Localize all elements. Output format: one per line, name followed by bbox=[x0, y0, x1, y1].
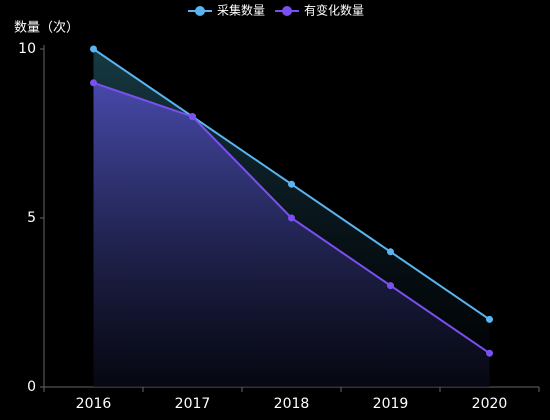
point bbox=[90, 45, 97, 53]
legend-marker bbox=[282, 6, 293, 16]
point bbox=[486, 315, 493, 323]
x-tick-label: 2020 bbox=[472, 396, 508, 412]
x-tick-label: 2018 bbox=[274, 396, 310, 412]
x-tick-label: 2016 bbox=[76, 396, 112, 412]
point bbox=[288, 180, 295, 188]
point bbox=[387, 282, 394, 290]
point bbox=[387, 248, 394, 256]
x-tick-label: 2019 bbox=[373, 396, 409, 412]
point bbox=[288, 214, 295, 222]
y-tick-label: 5 bbox=[27, 210, 36, 226]
y-tick-label: 0 bbox=[27, 379, 36, 395]
point bbox=[90, 79, 97, 87]
legend-label: 有变化数量 bbox=[304, 3, 364, 18]
area bbox=[93, 82, 490, 388]
point bbox=[189, 113, 196, 121]
point bbox=[486, 349, 493, 357]
y-tick-label: 10 bbox=[18, 41, 36, 57]
legend-label: 采集数量 bbox=[217, 3, 265, 18]
legend-marker bbox=[195, 6, 205, 16]
x-tick-label: 2017 bbox=[175, 396, 211, 412]
y-axis-title: 数量（次） bbox=[14, 20, 79, 36]
